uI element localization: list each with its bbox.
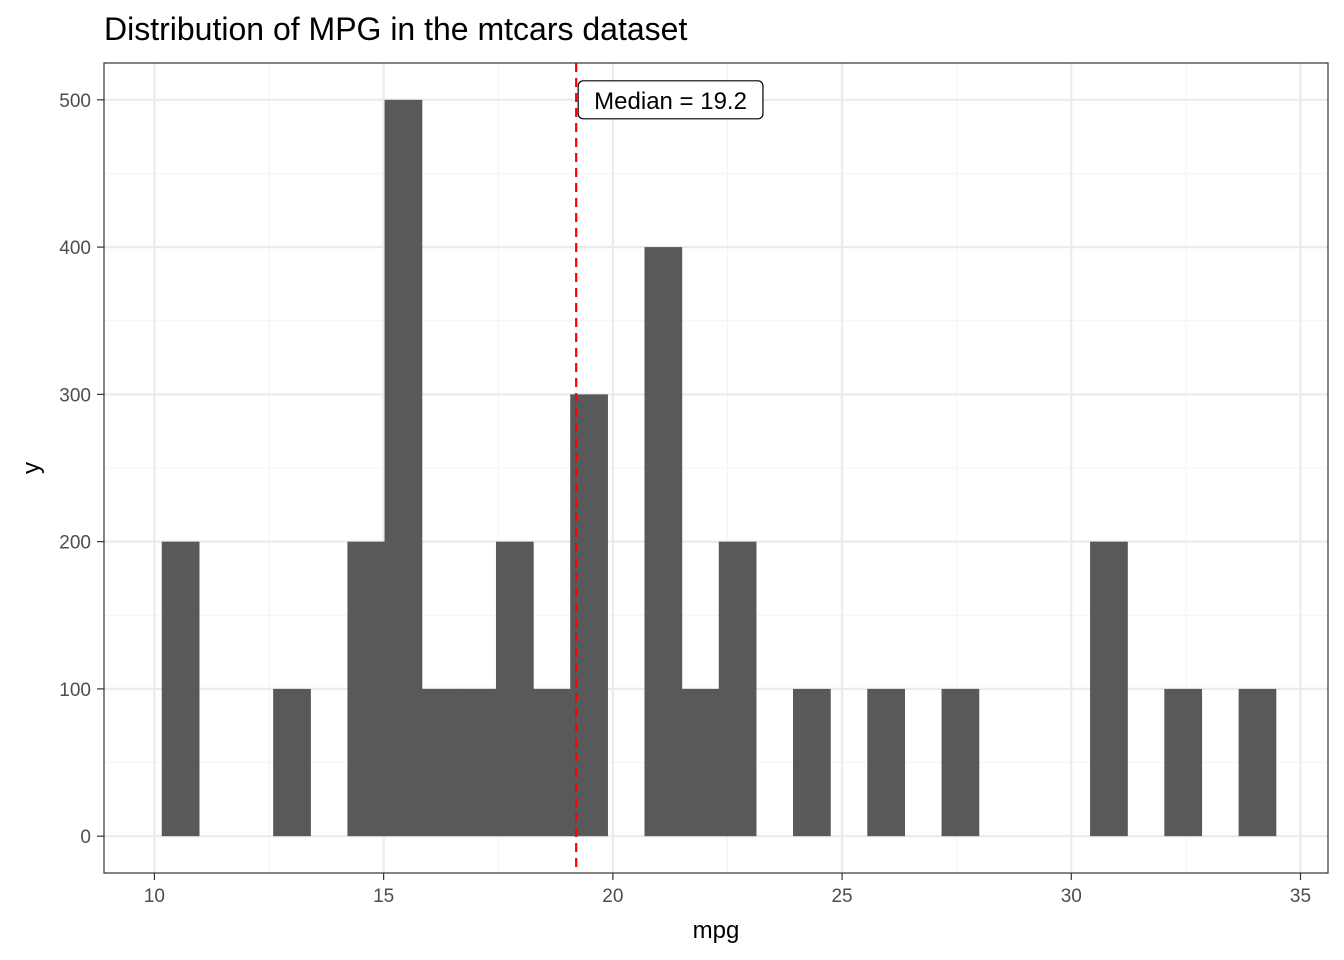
y-axis-ticks: 0 100 200 300 400 500: [59, 91, 104, 848]
annotation-label: Median = 19.2: [594, 88, 747, 115]
histogram-bar: [347, 541, 386, 837]
x-axis-title: mpg: [693, 917, 740, 944]
y-tick-label: 100: [59, 680, 91, 701]
x-tick-label: 35: [1290, 886, 1311, 907]
chart-title: Distribution of MPG in the mtcars datase…: [104, 11, 687, 47]
histogram-bar: [941, 688, 980, 837]
histogram-bar: [384, 99, 423, 837]
y-tick-label: 500: [59, 91, 91, 112]
x-axis-ticks: 10 15 20 25 30 35: [144, 873, 1311, 907]
y-tick-label: 0: [80, 827, 91, 848]
x-tick-label: 15: [373, 886, 394, 907]
histogram-bar: [458, 688, 497, 837]
histogram-bar: [533, 688, 571, 837]
x-tick-label: 20: [602, 886, 623, 907]
histogram-bar: [1164, 688, 1203, 837]
y-tick-label: 300: [59, 385, 91, 406]
y-tick-label: 200: [59, 533, 91, 554]
histogram-bar: [421, 688, 460, 837]
y-tick-label: 400: [59, 238, 91, 259]
histogram-bar: [644, 247, 683, 837]
histogram-bars: [161, 99, 1277, 837]
histogram-bar: [718, 541, 757, 837]
histogram-bar: [793, 688, 831, 837]
histogram-bar: [495, 541, 534, 837]
histogram-bar: [681, 688, 720, 837]
histogram-bar: [273, 688, 311, 837]
histogram-bar: [161, 541, 200, 837]
annotation-box: [577, 80, 764, 120]
y-axis-title: y: [18, 462, 45, 474]
median-annotation: Median = 19.2: [577, 80, 764, 120]
x-tick-label: 10: [144, 886, 165, 907]
x-tick-label: 30: [1061, 886, 1082, 907]
histogram-bar: [867, 688, 906, 837]
histogram-bar: [1238, 688, 1277, 837]
x-tick-label: 25: [831, 886, 852, 907]
histogram-bar: [1090, 541, 1128, 837]
panel-border: [103, 62, 1329, 874]
